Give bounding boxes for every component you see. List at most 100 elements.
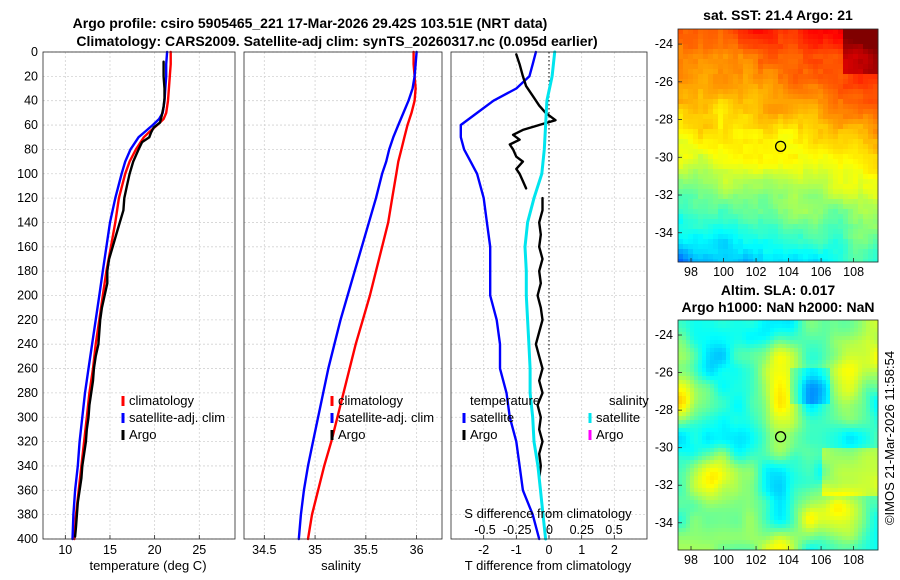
map-pixel — [766, 464, 771, 469]
map-pixel — [862, 428, 867, 433]
map-pixel — [718, 484, 723, 489]
map-pixel — [730, 420, 735, 425]
map-pixel — [808, 214, 814, 220]
map-pixel — [710, 328, 715, 333]
map-pixel — [808, 54, 814, 60]
map-pixel — [833, 144, 839, 150]
map-pixel — [743, 199, 749, 205]
map-pixel — [713, 249, 719, 255]
map-pixel — [694, 512, 699, 517]
map-pixel — [682, 408, 687, 413]
map-pixel — [682, 372, 687, 377]
map-pixel — [862, 464, 867, 469]
map-pixel — [710, 440, 715, 445]
map-pixel — [822, 440, 827, 445]
map-pixel — [846, 368, 851, 373]
map-pixel — [688, 74, 694, 80]
map-pixel — [766, 352, 771, 357]
map-pixel — [853, 149, 859, 155]
map-pixel — [854, 396, 859, 401]
map-pixel — [858, 234, 864, 240]
legend-label: satellite — [596, 410, 640, 425]
map-pixel — [866, 452, 871, 457]
map-pixel — [708, 44, 714, 50]
map-pixel — [843, 229, 849, 235]
map-pixel — [706, 504, 711, 509]
map-pixel — [798, 432, 803, 437]
map-pixel — [850, 404, 855, 409]
map-pixel — [858, 368, 863, 373]
map-pixel — [750, 324, 755, 329]
map-pixel — [753, 164, 759, 170]
map-pixel — [698, 456, 703, 461]
map-pixel — [702, 416, 707, 421]
map-pixel — [814, 420, 819, 425]
map-pixel — [688, 49, 694, 55]
map-pixel — [766, 328, 771, 333]
map-pixel — [838, 209, 844, 215]
map-pixel — [823, 69, 829, 75]
map-pixel — [843, 114, 849, 120]
map-pixel — [706, 408, 711, 413]
map-pixel — [806, 444, 811, 449]
map-pixel — [738, 114, 744, 120]
map-pixel — [794, 340, 799, 345]
map-pixel — [723, 89, 729, 95]
map-pixel — [748, 34, 754, 40]
map-pixel — [722, 384, 727, 389]
map-pixel — [713, 59, 719, 65]
map-pixel — [706, 492, 711, 497]
map-pixel — [788, 89, 794, 95]
map-pixel — [858, 209, 864, 215]
map-pixel — [778, 532, 783, 537]
map-pixel — [708, 119, 714, 125]
map-pixel — [818, 119, 824, 125]
map-pixel — [723, 149, 729, 155]
map-pixel — [843, 224, 849, 230]
map-pixel — [790, 412, 795, 417]
map-pixel — [730, 340, 735, 345]
map-pixel — [714, 408, 719, 413]
map-pixel — [734, 372, 739, 377]
map-pixel — [766, 504, 771, 509]
map-pixel — [808, 249, 814, 255]
map-pixel — [788, 69, 794, 75]
map-pixel — [746, 440, 751, 445]
map-pixel — [794, 328, 799, 333]
map-pixel — [798, 416, 803, 421]
map-pixel — [738, 54, 744, 60]
map-pixel — [718, 368, 723, 373]
map-pixel — [866, 540, 871, 545]
map-pixel — [813, 194, 819, 200]
map-pixel — [766, 412, 771, 417]
map-pixel — [686, 496, 691, 501]
map-pixel — [718, 259, 724, 263]
map-pixel — [854, 364, 859, 369]
map-pixel — [866, 520, 871, 525]
map-pixel — [708, 74, 714, 80]
map-pixel — [868, 184, 874, 190]
map-pixel — [848, 184, 854, 190]
map-pixel — [768, 254, 774, 260]
map-pixel — [728, 109, 734, 115]
map-pixel — [813, 44, 819, 50]
map-pixel — [738, 129, 744, 135]
map-pixel — [730, 524, 735, 529]
map-pixel — [778, 432, 783, 437]
map-pixel — [826, 344, 831, 349]
map-pixel — [730, 492, 735, 497]
map-pixel — [766, 428, 771, 433]
map-pixel — [768, 234, 774, 240]
map-pixel — [818, 416, 823, 421]
map-pixel — [794, 408, 799, 413]
map-pixel — [678, 59, 684, 65]
map-pixel — [693, 179, 699, 185]
map-pixel — [683, 114, 689, 120]
map-pixel — [768, 219, 774, 225]
map-pixel — [863, 49, 869, 55]
map-pixel — [778, 109, 784, 115]
map-pixel — [818, 396, 823, 401]
map-pixel — [853, 124, 859, 130]
map-pixel — [874, 428, 879, 433]
map-pixel — [778, 524, 783, 529]
